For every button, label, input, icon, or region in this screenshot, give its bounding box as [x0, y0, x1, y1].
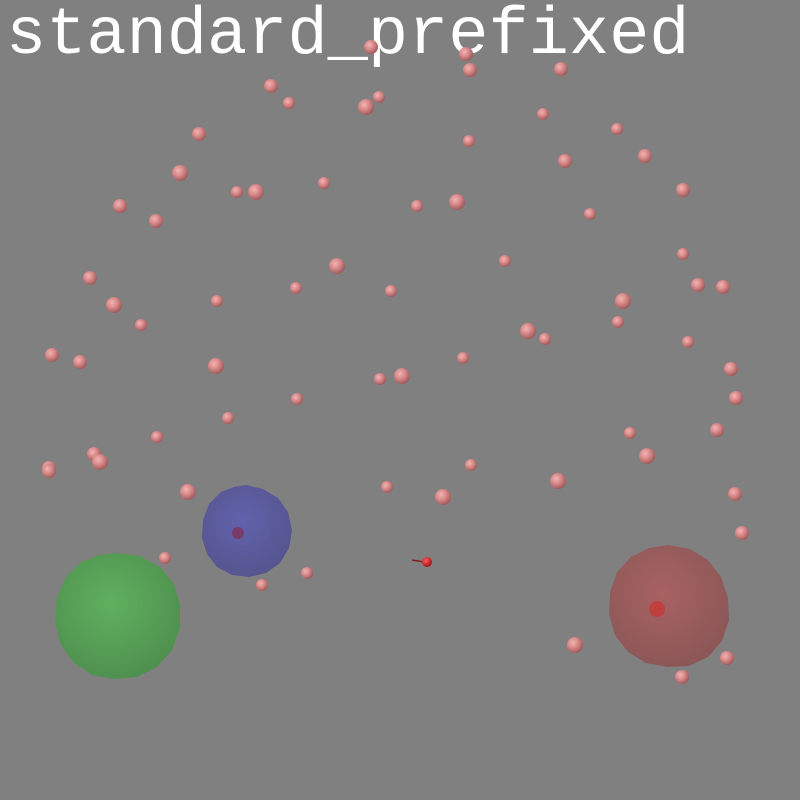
food-pellet: [457, 352, 469, 364]
food-pellet: [716, 280, 730, 294]
food-pellet: [676, 183, 690, 197]
food-pellet: [149, 214, 163, 228]
food-pellet: [682, 336, 694, 348]
food-pellet: [358, 99, 374, 115]
food-pellet: [151, 431, 163, 443]
agent-direction-marker: [411, 559, 425, 563]
food-pellet: [318, 177, 330, 189]
food-pellet: [463, 135, 475, 147]
food-pellet: [113, 199, 127, 213]
food-pellet: [720, 651, 734, 665]
zone-pellet: [232, 527, 244, 539]
food-pellet: [301, 567, 313, 579]
food-pellet: [728, 487, 742, 501]
food-pellet: [211, 295, 223, 307]
food-pellet: [449, 194, 465, 210]
agent: [422, 557, 432, 567]
green-goal-zone: [55, 553, 180, 679]
food-pellet: [675, 670, 689, 684]
food-pellet: [208, 358, 224, 374]
food-pellet: [248, 184, 264, 200]
food-pellet: [463, 63, 477, 77]
food-pellet: [691, 278, 705, 292]
food-pellet: [373, 91, 385, 103]
food-pellet: [231, 186, 243, 198]
food-pellet: [222, 412, 234, 424]
food-pellet: [381, 481, 393, 493]
food-pellet: [135, 319, 147, 331]
scene-title: standard_prefixed: [6, 0, 690, 74]
food-pellet: [459, 47, 473, 61]
food-pellet: [411, 200, 423, 212]
food-pellet: [283, 97, 295, 109]
food-pellet: [364, 40, 378, 54]
food-pellet: [180, 484, 196, 500]
food-pellet: [264, 79, 278, 93]
food-pellet: [45, 348, 59, 362]
food-pellet: [256, 579, 268, 591]
blue-goal-zone: [202, 485, 292, 577]
food-pellet: [638, 149, 652, 163]
food-pellet: [394, 368, 410, 384]
food-pellet: [710, 423, 724, 437]
food-pellet: [724, 362, 738, 376]
food-pellet: [92, 454, 108, 470]
food-layer: [42, 40, 749, 684]
food-pellet: [550, 473, 566, 489]
red-goal-zone: [609, 545, 729, 667]
food-pellet: [106, 297, 122, 313]
food-pellet: [567, 637, 583, 653]
zone-pellet: [649, 601, 665, 617]
food-pellet: [42, 464, 56, 478]
food-pellet: [554, 62, 568, 76]
food-pellet: [612, 316, 624, 328]
food-pellet: [73, 355, 87, 369]
food-pellet: [192, 127, 206, 141]
food-pellet: [735, 526, 749, 540]
food-pellet: [584, 208, 596, 220]
food-pellet: [520, 323, 536, 339]
food-pellet: [677, 248, 689, 260]
food-pellet: [329, 258, 345, 274]
food-pellet: [611, 123, 623, 135]
food-pellet: [624, 427, 636, 439]
food-pellet: [537, 108, 549, 120]
food-pellet: [290, 282, 302, 294]
food-pellet: [291, 393, 303, 405]
food-pellet: [385, 285, 397, 297]
food-pellet: [499, 255, 511, 267]
food-pellet: [465, 459, 477, 471]
food-pellet: [558, 154, 572, 168]
food-pellet: [83, 271, 97, 285]
food-pellet: [374, 373, 386, 385]
food-pellet: [639, 448, 655, 464]
food-pellet: [615, 293, 631, 309]
food-pellet: [159, 552, 171, 564]
food-pellet: [729, 391, 743, 405]
food-pellet: [539, 333, 551, 345]
food-pellet: [435, 489, 451, 505]
food-pellet: [172, 165, 188, 181]
